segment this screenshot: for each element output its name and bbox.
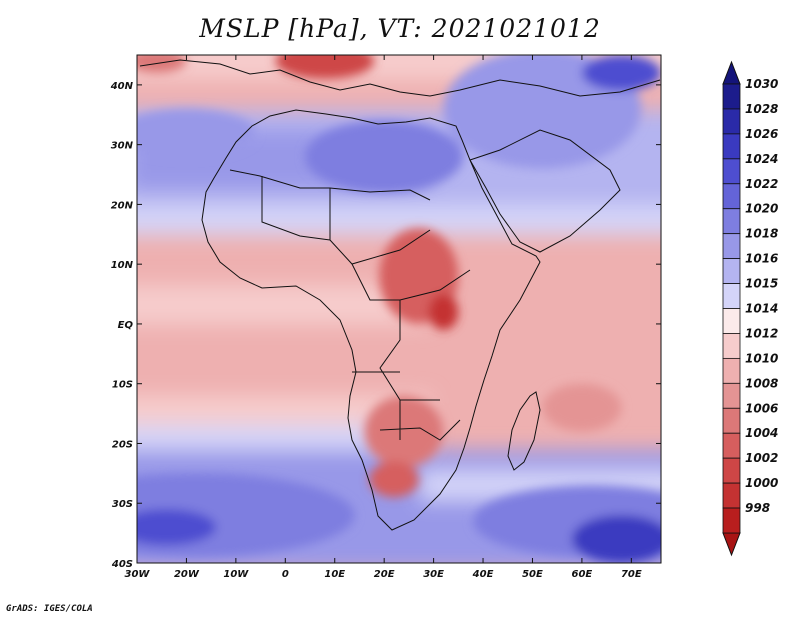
- pressure-region-high-north-atlantic: [137, 108, 256, 157]
- map-title: MSLP [hPa], VT: 2021021012: [199, 14, 601, 43]
- colorbar-label: 1008: [745, 376, 778, 390]
- pressure-region-low-southern-africa: [364, 395, 444, 468]
- colorbar-label: 1014: [745, 302, 778, 316]
- colorbar-label: 1000: [745, 476, 778, 490]
- lon-tick-label: 50E: [522, 569, 543, 580]
- lon-tick-label: 10W: [223, 569, 249, 580]
- europe-coastline: [139, 59, 661, 97]
- colorbar-label: 1010: [745, 351, 778, 365]
- colorbar-swatch: [722, 133, 741, 160]
- colorbar-label: 1018: [745, 227, 778, 241]
- lon-tick-label: 0: [282, 569, 289, 580]
- colorbar-label: 1026: [745, 127, 778, 141]
- colorbar-swatch: [722, 283, 741, 309]
- pressure-region-high-persia: [581, 55, 661, 91]
- lon-tick-label: 40E: [472, 569, 494, 580]
- lat-tick-label: 20N: [111, 200, 134, 211]
- colorbar-swatch: [722, 308, 741, 334]
- madagascar-coastline: [507, 391, 541, 471]
- lat-tick-label: 40N: [110, 81, 134, 92]
- arabia-coastline: [469, 129, 621, 253]
- pressure-region-high-south-atlantic-core: [137, 509, 217, 546]
- colorbar-label: 1006: [745, 401, 778, 415]
- footer-credit: GrADS: IGES/COLA: [6, 604, 93, 614]
- colorbar-bottom-arrow: [722, 532, 741, 557]
- lon-tick-label: 20E: [374, 569, 395, 580]
- colorbar-swatch: [722, 507, 741, 534]
- colorbar-label: 998: [745, 501, 770, 515]
- colorbar-label: 1016: [745, 252, 778, 266]
- colorbar-swatch: [722, 382, 741, 409]
- colorbar-label: 1028: [745, 102, 778, 116]
- lat-tick-label: 30N: [111, 141, 134, 152]
- lat-tick-label: EQ: [118, 320, 134, 331]
- lon-tick-label: 30W: [125, 569, 151, 580]
- colorbar-swatch: [722, 233, 741, 260]
- lat-tick-label: 40S: [111, 559, 133, 570]
- colorbar: 1030 1028 1026 1024 1022 1020 1018 1016 1015 1014…: [722, 60, 778, 557]
- colorbar-label: 1022: [745, 177, 778, 191]
- colorbar-swatch: [722, 457, 741, 484]
- colorbar-swatch: [722, 83, 741, 110]
- pressure-region-low-mediterranean: [275, 55, 375, 79]
- africa-coastline: [201, 109, 541, 531]
- pressure-region-low-lake-victoria: [428, 294, 459, 330]
- colorbar-label: 1030: [745, 77, 778, 91]
- pressure-region-low-kalahari: [369, 461, 419, 498]
- lon-tick-label: 30E: [423, 569, 444, 580]
- lon-tick-label: 10E: [324, 569, 345, 580]
- plot-area: [137, 55, 661, 563]
- axis-ticks: 30W 20W 10W 0 10E 20E 30E 40E 50E 60E 70E 40N 30N 20N…: [110, 55, 661, 580]
- coastlines: [139, 59, 661, 531]
- colorbar-label: 1020: [745, 202, 778, 216]
- pressure-region-low-iberia: [137, 55, 187, 73]
- band-atlantic-itcz: [137, 285, 430, 325]
- colorbar-swatch: [722, 158, 741, 185]
- colorbar-label: 1002: [745, 451, 778, 465]
- lon-tick-label: 60E: [572, 569, 593, 580]
- lat-tick-label: 20S: [112, 439, 133, 450]
- colorbar-swatch: [722, 333, 741, 359]
- colorbar-swatch: [722, 432, 741, 459]
- colorbar-label: 1015: [745, 277, 778, 291]
- pressure-map-chart: 30W 20W 10W 0 10E 20E 30E 40E 50E 60E 70E 40N 30N 20N…: [110, 54, 778, 580]
- africa-borders: [229, 169, 471, 441]
- pressure-region-high-sahara: [305, 120, 464, 193]
- colorbar-label: 1024: [745, 152, 778, 166]
- colorbar-label: 1004: [745, 426, 778, 440]
- lat-tick-label: 10N: [111, 260, 134, 271]
- colorbar-swatch: [722, 183, 741, 210]
- colorbar-top-arrow: [722, 60, 741, 85]
- colorbar-swatch: [722, 108, 741, 135]
- lon-tick-label: 20W: [174, 569, 200, 580]
- colorbar-swatch: [722, 407, 741, 434]
- plot-frame: [136, 54, 662, 564]
- colorbar-swatch: [722, 482, 741, 509]
- lon-tick-label: 70E: [621, 569, 642, 580]
- colorbar-swatch: [722, 357, 741, 384]
- pressure-region-low-madagascar-east: [542, 383, 622, 432]
- colorbar-label: 1012: [745, 326, 778, 340]
- colorbar-swatch: [722, 208, 741, 235]
- pressure-region-high-south-indian-core: [572, 515, 661, 563]
- band-north-transition: [137, 205, 661, 235]
- lat-tick-label: 30S: [112, 499, 133, 510]
- colorbar-swatch: [722, 258, 741, 284]
- lat-tick-label: 10S: [112, 380, 133, 391]
